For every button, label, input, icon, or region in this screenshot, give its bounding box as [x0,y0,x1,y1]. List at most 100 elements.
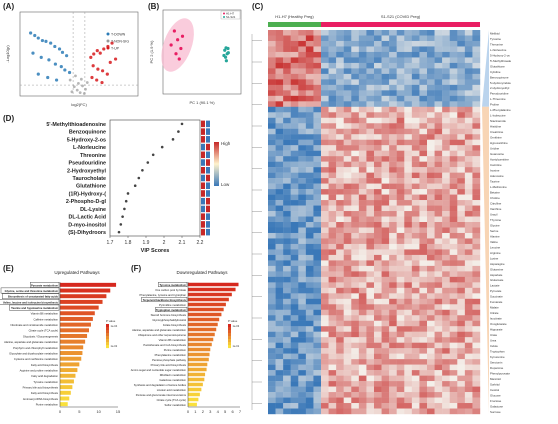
legend-label: T-DOWN [111,33,126,37]
heatmap-cell [343,298,352,305]
heatmap-cell [328,139,337,146]
heatmap-cell [366,200,375,206]
heatmap-cell [268,309,276,316]
heatmap-cell [305,243,314,250]
heatmap-cell [268,150,276,157]
heatmap-cell [427,172,435,179]
x-tick-label: 6 [231,409,234,414]
heatmap-cell [396,46,405,53]
heatmap-cell [313,386,322,393]
heatmap-cell [298,381,307,387]
heatmap-cell [351,370,360,376]
heatmap-cell [268,117,276,124]
heatmap-cell [404,117,413,124]
heatmap-cell [389,271,397,278]
heatmap-cell [298,200,307,206]
pathway-label: Synthesis and degradation of ketone bodi… [134,383,187,387]
heatmap-cell [411,30,420,36]
heatmap-cell [358,73,367,80]
heatmap-cell [434,364,443,371]
heatmap-cell [381,117,390,124]
heatmap-cell [389,353,397,360]
heatmap-cell [442,106,450,113]
heatmap-cell [434,260,443,267]
heatmap-cell [313,309,322,316]
heatmap-cell [374,287,382,294]
heatmap-cell [313,260,322,267]
heatmap-cell [381,282,390,289]
heatmap-cell [328,167,337,173]
heatmap-cell [442,90,450,97]
point-down [57,47,62,51]
point-ns [68,78,72,82]
heatmap-cell [275,62,284,69]
heatmap-cell [358,211,367,217]
heatmap-cell [358,167,367,173]
heatmap-cell [343,287,352,294]
heatmap-cell [321,282,329,289]
heatmap-cell [374,254,382,261]
heatmap-cell [381,200,390,206]
heatmap-cell [283,326,291,332]
heatmap-cell [404,101,413,107]
heatmap-cell [275,304,284,310]
pca-point [174,52,178,56]
heatmap-cell [305,194,314,201]
heatmap-cell [328,260,337,267]
heatmap-cell [283,62,291,69]
heatmap-cell [434,112,443,118]
heatmap-cell [472,282,481,289]
heatmap-cell [275,408,284,415]
heatmap-cell [321,128,329,135]
heatmap-cell [427,320,435,327]
heatmap-cell [298,386,307,393]
group-label: H1-H7 (Healthy Preg) [275,14,314,19]
heatmap-cell [419,392,428,398]
heatmap-cell [442,370,450,376]
heatmap-cell [313,172,322,179]
heatmap-cell [321,276,329,283]
heatmap-cell [374,68,382,75]
heatmap-cell [411,46,420,53]
heatmap-cell [374,200,382,206]
heatmap-cell [464,276,473,283]
heatmap-cell [290,90,299,97]
heatmap-cell [389,128,397,135]
heatmap-cell [283,194,291,201]
heatmap-cell [336,73,344,80]
heatmap-cell [427,271,435,278]
heatmap-cell [374,123,382,129]
legend-swatch [106,333,109,337]
heatmap-cell [366,271,375,278]
heatmap-cell [313,211,322,217]
heatmap-cell [472,46,481,53]
legend-marker [223,16,225,18]
heatmap-cell [449,375,458,382]
row-label: Alanine [490,234,500,238]
vip-point [126,192,130,195]
heatmap-cell [298,167,307,173]
heatmap-cell [381,35,390,42]
heatmap-cell [411,194,420,201]
heatmap-cell [389,123,397,129]
heatmap-cell [427,46,435,53]
heatmap-cell [366,381,375,387]
heatmap-cell [449,348,458,354]
heatmap-cell [411,342,420,349]
heatmap-cell [374,320,382,327]
heatmap-cell [283,397,291,404]
heatmap-cell [464,194,473,201]
vip-point [180,122,184,126]
heatmap-cell [396,320,405,327]
heatmap-cell [457,216,466,223]
heatmap-cell [389,320,397,327]
heatmap-cell [449,309,458,316]
heatmap-cell [389,293,397,299]
heatmap-cell [464,397,473,404]
heatmap-cell [381,62,390,69]
heatmap-cell [366,254,375,261]
pathway-label: Biosynthesis of unsaturated fatty acids [8,295,59,299]
heatmap-cell [343,282,352,289]
heatmap-cell [268,397,276,404]
heatmap-cell [313,205,322,212]
